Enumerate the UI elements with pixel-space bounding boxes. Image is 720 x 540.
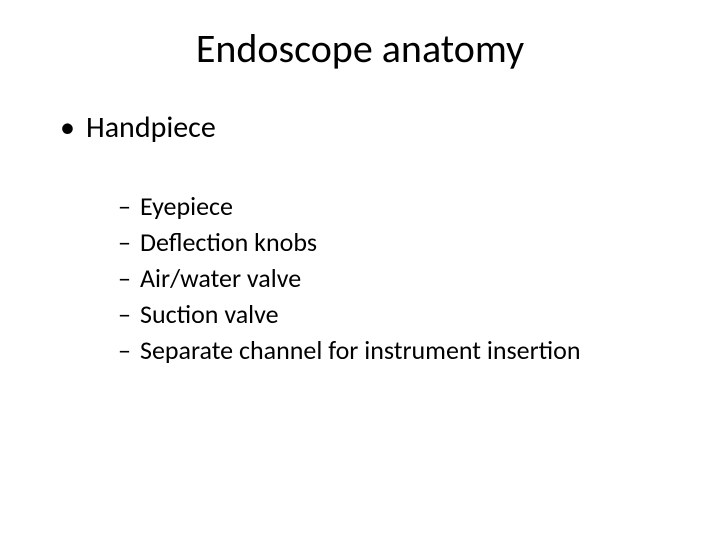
subbullet-label: Deflection knobs — [140, 226, 317, 258]
subbullet-item: Deflection knobs — [118, 226, 672, 258]
slide: Endoscope anatomy Handpiece Eyepiece Def… — [0, 0, 720, 540]
subbullet-item: Eyepiece — [118, 190, 672, 222]
subbullet-item: Suction valve — [118, 298, 672, 330]
subbullet-label: Eyepiece — [140, 190, 233, 222]
subbullet-item: Separate channel for instrument insertio… — [118, 334, 672, 366]
bullet-item-handpiece: Handpiece Eyepiece Deflection knobs Air/… — [60, 109, 672, 366]
subbullet-label: Separate channel for instrument insertio… — [140, 334, 581, 366]
subbullet-label: Air/water valve — [140, 262, 301, 294]
bullet-list-level2: Eyepiece Deflection knobs Air/water valv… — [118, 190, 672, 366]
slide-title: Endoscope anatomy — [48, 24, 672, 73]
subbullet-label: Suction valve — [140, 298, 279, 330]
subbullet-item: Air/water valve — [118, 262, 672, 294]
bullet-list-level1: Handpiece Eyepiece Deflection knobs Air/… — [60, 109, 672, 366]
bullet-label: Handpiece — [86, 109, 216, 146]
